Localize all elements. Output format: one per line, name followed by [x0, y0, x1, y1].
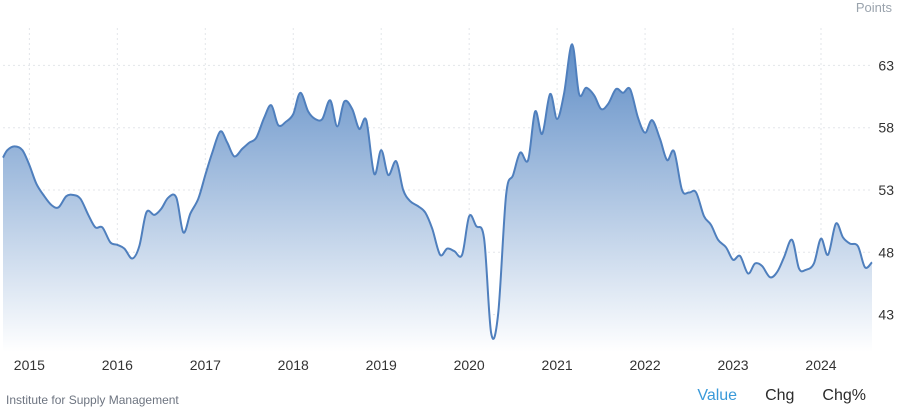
unit-label: Points [855, 0, 892, 15]
x-tick-label: 2015 [14, 357, 45, 373]
y-tick-label: 48 [878, 244, 894, 260]
x-tick-label: 2020 [454, 357, 485, 373]
chart-area: 2015 2016 2017 2018 2019 2020 2021 2022 2023 2024… [2, 0, 894, 373]
x-tick-label: 2023 [717, 357, 748, 373]
y-tick-label: 63 [878, 57, 894, 73]
series-layer [2, 43, 873, 353]
y-tick-label: 53 [878, 182, 894, 198]
y-tick-label: 43 [878, 307, 894, 323]
y-tick-label: 58 [878, 120, 894, 136]
area-chart: 2015 2016 2017 2018 2019 2020 2021 2022 2023 2024… [2, 28, 894, 373]
series-area-fill [3, 44, 872, 353]
x-tick-label: 2024 [805, 357, 836, 373]
x-tick-label: 2018 [278, 357, 309, 373]
x-tick-label: 2021 [542, 357, 573, 373]
y-axis-ticks: 43 48 53 58 63 [878, 57, 894, 322]
series-line [2, 43, 873, 340]
chart-footer: Institute for Supply Management Value Ch… [0, 385, 900, 415]
tab-chg[interactable]: Chg [765, 387, 795, 404]
value-tabs: Value Chg Chg% [669, 387, 866, 405]
x-tick-label: 2016 [102, 357, 133, 373]
x-tick-label: 2022 [629, 357, 660, 373]
tab-chg-percent[interactable]: Chg% [822, 387, 866, 404]
x-tick-label: 2017 [190, 357, 221, 373]
x-tick-label: 2019 [366, 357, 397, 373]
tab-value[interactable]: Value [697, 387, 738, 404]
x-axis-ticks: 2015 2016 2017 2018 2019 2020 2021 2022 2023 2024 [14, 357, 837, 373]
source-label: Institute for Supply Management [6, 393, 179, 407]
